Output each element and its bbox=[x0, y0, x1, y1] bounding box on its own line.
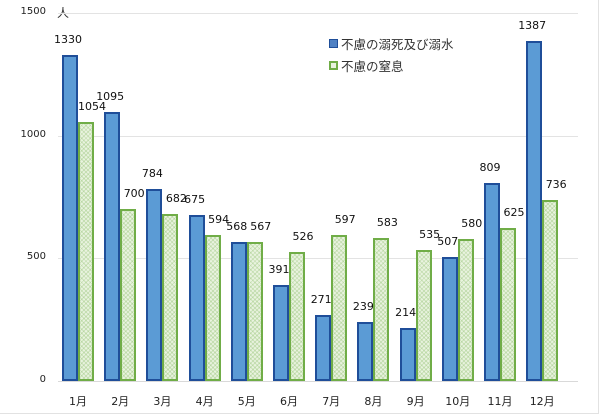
bar-suffocation bbox=[289, 251, 305, 381]
data-label: 239 bbox=[352, 300, 374, 314]
bar-drowning bbox=[357, 322, 374, 381]
x-tick-label: 10月 bbox=[445, 395, 471, 408]
x-tick-label: 1月 bbox=[69, 395, 87, 408]
bar-suffocation bbox=[78, 122, 94, 381]
data-label: 736 bbox=[545, 178, 567, 192]
data-label: 583 bbox=[376, 215, 398, 229]
legend-item-drowning: 不慮の溺死及び溺水 bbox=[329, 32, 454, 54]
y-tick-label: 0 bbox=[39, 374, 46, 385]
bar-suffocation bbox=[373, 237, 390, 381]
data-label: 580 bbox=[461, 216, 483, 230]
bar-suffocation bbox=[500, 227, 516, 381]
bar-drowning bbox=[104, 112, 121, 381]
data-label: 391 bbox=[268, 263, 290, 277]
gridline bbox=[58, 13, 578, 14]
data-label: 625 bbox=[503, 205, 525, 219]
bar-drowning bbox=[62, 54, 78, 381]
bar-suffocation bbox=[120, 209, 137, 381]
legend-swatch-green-icon bbox=[329, 60, 338, 70]
data-label: 594 bbox=[208, 213, 230, 227]
bar-drowning bbox=[146, 188, 163, 381]
data-label: 507 bbox=[437, 234, 459, 248]
x-tick-label: 12月 bbox=[529, 395, 555, 408]
y-tick-label: 1500 bbox=[20, 6, 46, 17]
x-tick-label: 4月 bbox=[195, 395, 214, 408]
data-label: 214 bbox=[395, 306, 417, 320]
x-tick-label: 3月 bbox=[153, 395, 172, 408]
data-label: 597 bbox=[334, 212, 356, 226]
data-label: 535 bbox=[419, 227, 441, 241]
data-label: 271 bbox=[310, 292, 332, 306]
x-tick-label: 8月 bbox=[364, 395, 383, 408]
legend-item-suffocation: 不慮の窒息 bbox=[329, 54, 454, 76]
x-tick-label: 9月 bbox=[406, 395, 425, 408]
data-label: 700 bbox=[123, 187, 145, 201]
data-label: 1054 bbox=[78, 100, 106, 114]
gridline bbox=[58, 136, 578, 137]
data-label: 1387 bbox=[518, 18, 547, 32]
bar-suffocation bbox=[246, 241, 263, 381]
bar-drowning bbox=[315, 314, 332, 381]
bar-drowning bbox=[230, 241, 247, 381]
data-label: 784 bbox=[141, 166, 163, 180]
legend-label: 不慮の窒息 bbox=[341, 58, 404, 74]
bar-suffocation bbox=[542, 200, 559, 381]
data-label: 1330 bbox=[54, 32, 82, 46]
data-label: 682 bbox=[165, 191, 187, 205]
bar-drowning bbox=[441, 256, 458, 381]
legend-label: 不慮の溺死及び溺水 bbox=[341, 36, 454, 52]
legend: 不慮の溺死及び溺水 不慮の窒息 bbox=[329, 32, 454, 76]
bar-suffocation bbox=[331, 234, 348, 381]
data-label: 568 bbox=[226, 219, 248, 233]
y-tick-label: 1000 bbox=[20, 129, 46, 140]
bar-suffocation bbox=[457, 238, 474, 381]
bar-drowning bbox=[188, 215, 205, 381]
gridline bbox=[58, 258, 578, 259]
data-label: 1095 bbox=[96, 90, 125, 104]
gridline bbox=[58, 381, 578, 382]
x-tick-label: 7月 bbox=[322, 395, 341, 408]
bar-drowning bbox=[526, 40, 543, 381]
bar-suffocation bbox=[415, 249, 432, 381]
data-label: 567 bbox=[250, 219, 272, 233]
data-label: 526 bbox=[292, 229, 314, 243]
data-label: 809 bbox=[479, 160, 501, 174]
x-tick-label: 5月 bbox=[237, 395, 256, 408]
bar-suffocation bbox=[162, 213, 179, 381]
x-tick-label: 11月 bbox=[487, 395, 513, 408]
y-tick-label: 500 bbox=[26, 251, 46, 262]
bar-drowning bbox=[484, 182, 500, 381]
x-tick-label: 2月 bbox=[111, 395, 130, 408]
x-tick-label: 6月 bbox=[280, 395, 298, 408]
legend-swatch-blue-icon bbox=[329, 38, 338, 48]
bar-drowning bbox=[399, 328, 416, 381]
bar-suffocation bbox=[204, 235, 221, 381]
bar-drowning bbox=[273, 285, 289, 381]
data-label: 675 bbox=[184, 193, 206, 207]
